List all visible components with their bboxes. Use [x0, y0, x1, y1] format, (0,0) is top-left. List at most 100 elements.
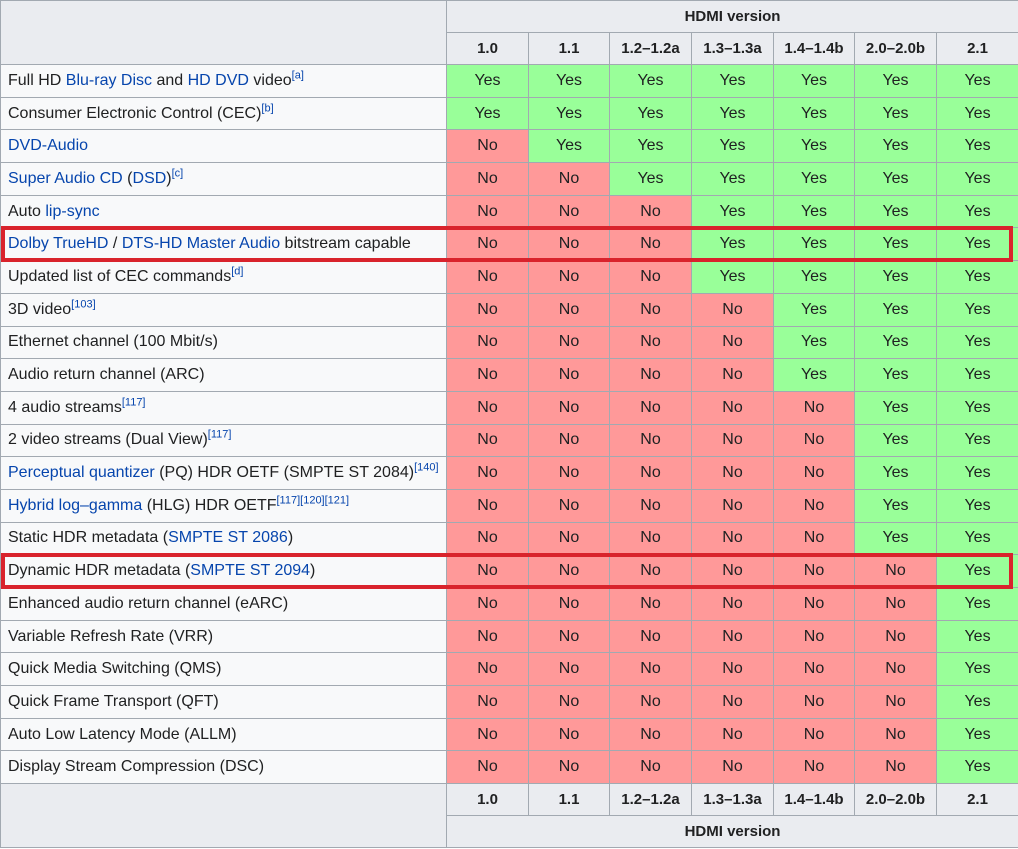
table-row: Quick Media Switching (QMS) No No No No No No Y…	[0, 652, 1018, 687]
feature-name-cell: Static HDR metadata (SMPTE ST 2086)	[0, 521, 447, 556]
feature-link[interactable]: lip-sync	[45, 202, 100, 220]
support-no-cell: No	[609, 358, 692, 392]
support-yes-cell: Yes	[854, 325, 937, 360]
reference-link[interactable]: [a]	[291, 69, 304, 82]
feature-link[interactable]: HD DVD	[187, 71, 249, 89]
reference-link[interactable]: [117]	[121, 396, 146, 409]
support-yes-cell: Yes	[691, 227, 774, 262]
support-no-cell: No	[854, 750, 937, 785]
feature-name-cell: 2 video streams (Dual View)[117]	[0, 423, 447, 458]
table-row: Auto Low Latency Mode (ALLM) No No No No No No…	[0, 717, 1018, 752]
support-no-cell: No	[609, 456, 692, 490]
support-yes-cell: Yes	[773, 162, 855, 196]
support-no-cell: No	[528, 358, 610, 392]
support-yes-cell: Yes	[854, 227, 937, 262]
support-yes-cell: Yes	[854, 456, 937, 490]
support-no-cell: No	[773, 423, 855, 458]
reference-link[interactable]: [117]	[207, 429, 232, 442]
support-yes-cell: Yes	[935, 325, 1018, 360]
feature-link[interactable]: Super Audio CD	[8, 169, 123, 187]
feature-name-cell: Updated list of CEC commands[d]	[0, 260, 447, 294]
table-row: 2 video streams (Dual View)[117] No No No No…	[0, 423, 1018, 458]
support-no-cell: No	[446, 292, 529, 327]
support-yes-cell: Yes	[935, 685, 1018, 719]
support-yes-cell: Yes	[854, 292, 937, 327]
support-yes-cell: Yes	[609, 96, 692, 131]
support-no-cell: No	[446, 521, 529, 556]
support-yes-cell: Yes	[935, 358, 1018, 392]
support-no-cell: No	[446, 390, 529, 425]
support-no-cell: No	[854, 587, 937, 621]
reference-link[interactable]: [117][120][121]	[276, 494, 350, 507]
support-no-cell: No	[609, 227, 692, 262]
reference-link[interactable]: [c]	[171, 167, 184, 180]
support-no-cell: No	[609, 292, 692, 327]
feature-text: Enhanced audio return channel (eARC)	[8, 594, 289, 612]
support-yes-cell: Yes	[935, 162, 1018, 196]
header-version-3: 1.3–1.3a	[691, 32, 774, 65]
support-no-cell: No	[609, 390, 692, 425]
support-no-cell: No	[609, 194, 692, 229]
support-no-cell: No	[446, 685, 529, 719]
feature-link[interactable]: Hybrid log–gamma	[8, 496, 143, 514]
footer-version-4: 1.4–1.4b	[773, 783, 855, 817]
header-version-6: 2.1	[935, 32, 1018, 65]
support-no-cell: No	[446, 358, 529, 392]
feature-link[interactable]: DSD	[132, 169, 167, 187]
feature-link[interactable]: SMPTE ST 2086	[168, 529, 288, 547]
support-no-cell: No	[691, 488, 774, 523]
support-yes-cell: Yes	[854, 194, 937, 229]
support-no-cell: No	[854, 554, 937, 588]
support-no-cell: No	[773, 619, 855, 654]
support-no-cell: No	[773, 456, 855, 490]
reference-link[interactable]: [d]	[231, 265, 244, 278]
reference-link[interactable]: [b]	[261, 102, 274, 115]
support-yes-cell: Yes	[854, 488, 937, 523]
support-yes-cell: Yes	[446, 96, 529, 131]
support-yes-cell: Yes	[691, 64, 774, 98]
feature-name-cell: Hybrid log–gamma (HLG) HDR OETF[117][120…	[0, 488, 447, 523]
reference-link[interactable]: [103]	[71, 298, 96, 311]
support-no-cell: No	[528, 750, 610, 785]
feature-link[interactable]: SMPTE ST 2094	[190, 562, 311, 580]
table-row: Consumer Electronic Control (CEC)[b] Yes Y…	[0, 96, 1018, 131]
support-yes-cell: Yes	[854, 162, 937, 196]
support-no-cell: No	[609, 717, 692, 752]
feature-link[interactable]: Blu-ray Disc	[65, 71, 153, 89]
feature-text: Variable Refresh Rate (VRR)	[8, 627, 214, 645]
support-no-cell: No	[609, 488, 692, 523]
footer-version-3: 1.3–1.3a	[691, 783, 774, 817]
table-row: 3D video[103] No No No No Yes Yes Yes	[0, 292, 1018, 327]
support-no-cell: No	[528, 325, 610, 360]
feature-link[interactable]: Dolby TrueHD	[8, 235, 109, 253]
support-no-cell: No	[609, 423, 692, 458]
feature-text: and	[152, 71, 188, 89]
support-yes-cell: Yes	[935, 488, 1018, 523]
support-yes-cell: Yes	[773, 292, 855, 327]
corner-header-cell	[0, 0, 447, 65]
feature-link[interactable]: DTS-HD Master Audio	[121, 235, 281, 253]
feature-text: 2 video streams (Dual View)	[8, 431, 208, 449]
feature-link[interactable]: Perceptual quantizer	[8, 464, 155, 482]
feature-name-cell: 4 audio streams[117]	[0, 390, 447, 425]
header-version-0: 1.0	[446, 32, 529, 65]
support-no-cell: No	[446, 194, 529, 229]
feature-link[interactable]: DVD-Audio	[8, 137, 89, 155]
support-no-cell: No	[446, 162, 529, 196]
support-yes-cell: Yes	[773, 96, 855, 131]
support-no-cell: No	[691, 390, 774, 425]
support-no-cell: No	[691, 717, 774, 752]
support-no-cell: No	[691, 554, 774, 588]
feature-name-cell: Enhanced audio return channel (eARC)	[0, 587, 447, 621]
support-yes-cell: Yes	[935, 587, 1018, 621]
support-no-cell: No	[446, 325, 529, 360]
reference-link[interactable]: [140]	[414, 461, 439, 474]
support-no-cell: No	[528, 292, 610, 327]
table-row: Display Stream Compression (DSC) No No No No…	[0, 750, 1018, 785]
support-yes-cell: Yes	[691, 129, 774, 164]
support-no-cell: No	[446, 717, 529, 752]
feature-name-cell: DVD-Audio	[0, 129, 447, 164]
feature-text: 3D video	[8, 300, 72, 318]
feature-text: Quick Media Switching (QMS)	[8, 660, 222, 678]
support-no-cell: No	[691, 325, 774, 360]
